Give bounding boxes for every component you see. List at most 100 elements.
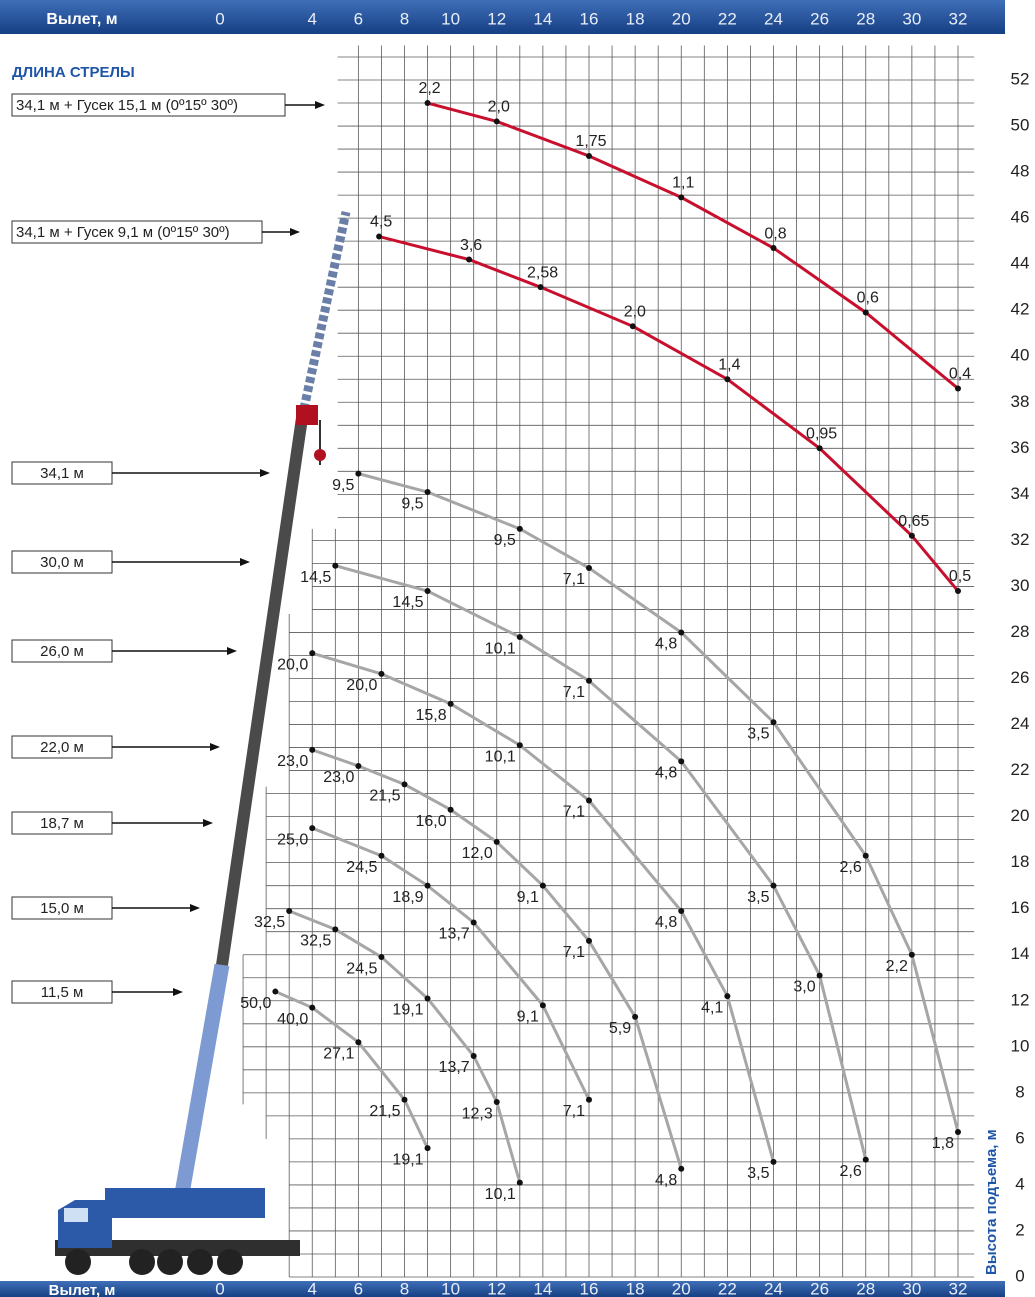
point <box>332 926 338 932</box>
x-tick-label: 4 <box>308 1279 317 1297</box>
x-axis-title: Вылет, м <box>46 11 117 28</box>
point <box>471 920 477 926</box>
point <box>425 995 431 1001</box>
x-tick-label: 20 <box>672 9 691 28</box>
load-label: 1,1 <box>672 175 694 192</box>
x-tick-label: 14 <box>533 9 552 28</box>
point <box>586 798 592 804</box>
load-label: 7,1 <box>563 684 585 701</box>
load-label: 7,1 <box>563 1103 585 1120</box>
point <box>494 839 500 845</box>
x-tick-label: 32 <box>949 1279 968 1297</box>
x-tick-label: 30 <box>902 1279 921 1297</box>
point <box>538 284 544 290</box>
y-tick-label: 26 <box>1011 668 1030 687</box>
load-label: 2,0 <box>624 304 646 321</box>
y-tick-label: 44 <box>1011 254 1030 273</box>
y-tick-label: 4 <box>1015 1174 1024 1193</box>
point <box>355 763 361 769</box>
load-label: 9,5 <box>332 477 354 494</box>
load-label: 2,6 <box>840 859 862 876</box>
y-tick-label: 40 <box>1011 346 1030 365</box>
point <box>466 257 472 263</box>
x-tick-label: 18 <box>626 9 645 28</box>
point <box>494 1099 500 1105</box>
y-tick-label: 22 <box>1011 760 1030 779</box>
point <box>448 701 454 707</box>
y-tick-label: 34 <box>1011 484 1030 503</box>
load-label: 10,1 <box>485 748 516 765</box>
load-label: 2,2 <box>418 80 440 97</box>
x-tick-label: 12 <box>487 1279 506 1297</box>
y-tick-label: 20 <box>1011 806 1030 825</box>
x-tick-label: 12 <box>487 9 506 28</box>
point <box>863 1157 869 1163</box>
y-tick-label: 14 <box>1011 944 1030 963</box>
point <box>955 1129 961 1135</box>
point <box>586 153 592 159</box>
load-label: 9,1 <box>517 889 539 906</box>
load-label: 27,1 <box>323 1045 354 1062</box>
point <box>376 234 382 240</box>
point <box>724 376 730 382</box>
load-label: 2,6 <box>840 1163 862 1180</box>
legend-arrowhead <box>240 558 250 566</box>
load-label: 5,9 <box>609 1020 631 1037</box>
x-tick-label: 16 <box>580 9 599 28</box>
load-label: 50,0 <box>240 995 271 1012</box>
y-tick-label: 28 <box>1011 622 1030 641</box>
load-label: 23,0 <box>323 769 354 786</box>
point <box>678 194 684 200</box>
load-label: 9,1 <box>517 1009 539 1026</box>
grid <box>243 45 974 1277</box>
chart: Вылет, м Вылет, м Высота подъема, м ДЛИН… <box>0 0 1035 1297</box>
load-label: 0,6 <box>857 290 879 307</box>
load-label: 4,8 <box>655 1172 677 1189</box>
load-label: 4,8 <box>655 636 677 653</box>
load-label: 4,8 <box>655 914 677 931</box>
point <box>286 908 292 914</box>
legend-arrowhead <box>227 647 237 655</box>
legend-arrowhead <box>173 988 183 996</box>
x-tick-label: 6 <box>354 1279 363 1297</box>
y-tick-label: 2 <box>1015 1220 1024 1239</box>
load-label: 3,5 <box>747 725 769 742</box>
y-tick-label: 0 <box>1015 1266 1024 1285</box>
x-tick-label: 6 <box>354 9 363 28</box>
load-label: 13,7 <box>439 926 470 943</box>
y-tick-label: 10 <box>1011 1036 1030 1055</box>
load-label: 12,3 <box>462 1105 493 1122</box>
point <box>425 883 431 889</box>
x-tick-label: 28 <box>856 1279 875 1297</box>
point <box>630 323 636 329</box>
point <box>517 526 523 532</box>
point <box>771 245 777 251</box>
point <box>309 650 315 656</box>
load-label: 40,0 <box>277 1011 308 1028</box>
point <box>863 853 869 859</box>
x-axis-title: Вылет, м <box>49 1282 116 1297</box>
load-label: 19,1 <box>392 1002 423 1019</box>
load-label: 3,5 <box>747 889 769 906</box>
legend-arrowhead <box>210 743 220 751</box>
x-tick-label: 16 <box>580 1279 599 1297</box>
point <box>955 588 961 594</box>
load-label: 1,8 <box>932 1135 954 1152</box>
legend-title: ДЛИНА СТРЕЛЫ <box>12 64 135 81</box>
y-tick-label: 6 <box>1015 1128 1024 1147</box>
y-axis-title: Высота подъема, м <box>983 1129 1000 1275</box>
point <box>817 972 823 978</box>
point <box>402 781 408 787</box>
load-label: 4,8 <box>655 765 677 782</box>
load-label: 16,0 <box>415 813 446 830</box>
point <box>378 671 384 677</box>
x-tick-label: 0 <box>215 9 224 28</box>
point <box>517 634 523 640</box>
point <box>272 989 278 995</box>
y-tick-label: 12 <box>1011 990 1030 1009</box>
legend-arrowhead <box>290 228 300 236</box>
point <box>517 1180 523 1186</box>
load-label: 32,5 <box>300 933 331 950</box>
x-tick-label: 26 <box>810 1279 829 1297</box>
y-tick-label: 30 <box>1011 576 1030 595</box>
